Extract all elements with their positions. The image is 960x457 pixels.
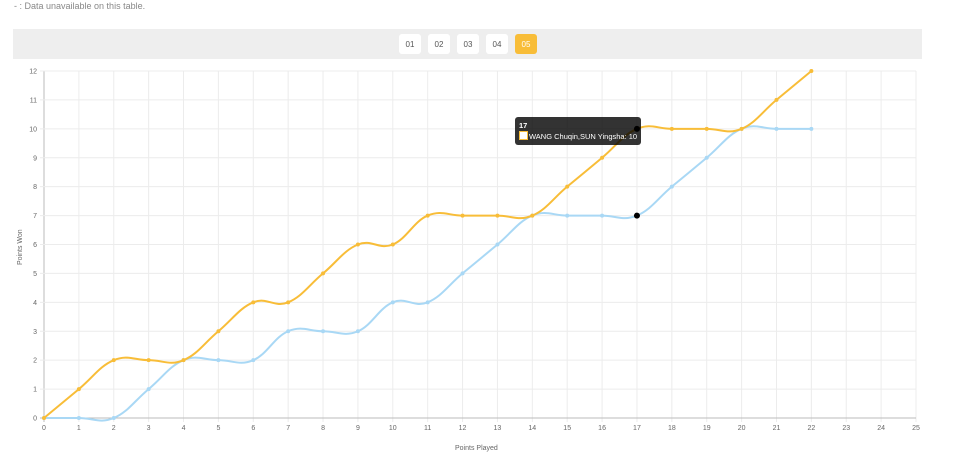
y-tick-label: 9 [33,155,37,162]
x-tick-label: 18 [668,425,676,432]
data-point [495,242,500,247]
x-tick-label: 3 [147,425,151,432]
set-button-04[interactable]: 04 [486,34,508,54]
set-buttons: 01 02 03 04 05 [399,34,537,54]
data-point [669,184,674,189]
data-point [565,213,570,218]
x-tick-label: 7 [286,425,290,432]
x-tick-label: 8 [321,425,325,432]
data-point [76,416,81,420]
data-point [286,300,291,305]
y-tick-label: 11 [30,97,37,104]
data-point [495,213,500,218]
data-point [565,184,570,189]
x-tick-label: 4 [182,425,186,432]
data-point [460,213,465,218]
y-tick-label: 1 [33,387,37,394]
x-tick-label: 22 [807,425,815,432]
x-tick-label: 21 [773,425,781,432]
data-point [669,126,674,131]
data-point [390,300,395,305]
data-point [181,358,186,363]
data-point [216,329,221,334]
data-point [251,300,256,305]
data-point [739,126,744,131]
y-tick-label: 10 [29,126,37,133]
y-tick-label: 4 [33,300,37,307]
x-tick-label: 19 [703,425,711,432]
x-tick-label: 16 [598,425,606,432]
data-point [111,358,116,363]
set-button-01[interactable]: 01 [399,34,421,54]
data-point [809,126,814,131]
set-button-05[interactable]: 05 [515,34,537,54]
data-point [251,358,256,363]
data-point [390,242,395,247]
data-point [530,213,535,218]
x-tick-label: 0 [42,425,46,432]
y-tick-label: 8 [33,184,37,191]
y-tick-label: 0 [33,416,37,423]
y-tick-label: 5 [33,271,37,278]
x-tick-label: 17 [633,425,641,432]
data-point [111,416,116,420]
x-tick-label: 2 [112,425,116,432]
x-tick-label: 13 [494,425,502,432]
set-button-03[interactable]: 03 [457,34,479,54]
data-point [704,126,709,131]
x-tick-label: 6 [251,425,255,432]
x-tick-label: 11 [424,425,431,432]
y-tick-label: 3 [33,329,37,336]
data-point [633,212,640,219]
tooltip-label: WANG Chuqin,SUN Yingsha: 10 [529,132,638,141]
x-tick-label: 5 [216,425,220,432]
tooltip-title: 17 [519,121,528,130]
tooltip-swatch [519,131,528,140]
y-tick-label: 6 [33,242,37,249]
x-tick-label: 12 [459,425,467,432]
x-tick-label: 15 [563,425,571,432]
x-tick-label: 10 [389,425,397,432]
data-point [774,97,779,102]
data-note: - : Data unavailable on this table. [14,1,146,11]
x-tick-label: 9 [356,425,360,432]
x-tick-label: 25 [912,425,920,432]
data-point [146,358,151,363]
data-point [321,271,326,276]
y-axis-label: Points Won [17,229,24,265]
data-point [600,213,605,218]
data-point [216,358,221,363]
data-point [286,329,291,334]
y-tick-label: 12 [29,69,37,76]
x-tick-label: 23 [842,425,850,432]
data-point [321,329,326,334]
x-axis-label: Points Played [455,445,498,452]
set-button-02[interactable]: 02 [428,34,450,54]
data-point [460,271,465,276]
data-point [600,155,605,160]
x-tick-label: 14 [528,425,536,432]
y-tick-label: 7 [33,213,37,220]
x-tick-label: 20 [738,425,746,432]
data-point [76,387,81,392]
data-point [774,126,779,131]
data-point [425,300,430,305]
data-point [809,69,814,73]
x-tick-label: 1 [77,425,81,432]
data-point [355,242,360,247]
data-point [42,416,46,420]
tooltip: 17 WANG Chuqin,SUN Yingsha: 10 [515,117,642,145]
x-tick-label: 24 [877,425,885,432]
data-point [146,387,151,392]
data-point [425,213,430,218]
data-point [704,155,709,160]
data-point [355,329,360,334]
y-tick-label: 2 [33,358,37,365]
